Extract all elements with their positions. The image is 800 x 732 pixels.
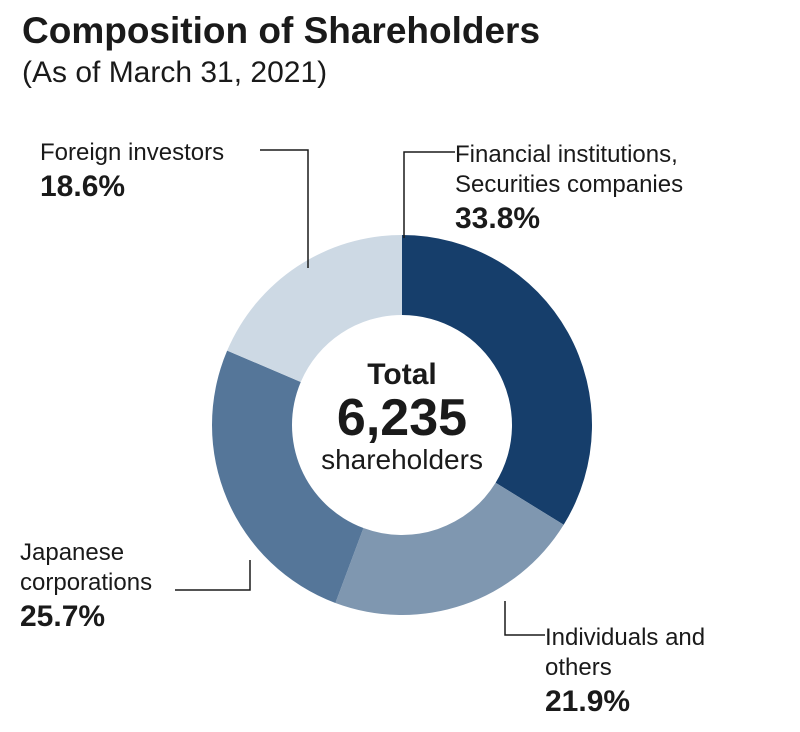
segment-label-line: Securities companies [455,170,683,200]
chart-subtitle: (As of March 31, 2021) [22,56,327,90]
center-number: 6,235 [220,392,584,444]
segment-pct: 18.6% [40,168,224,206]
center-label: Total 6,235 shareholders [220,358,584,476]
segment-label-line: Foreign investors [40,138,224,168]
segment-label-line: others [545,653,705,683]
segment-label: Financial institutions,Securities compan… [455,140,683,238]
leader-line [404,152,455,238]
segment-label: Foreign investors18.6% [40,138,224,206]
segment-label-line: Japanese [20,538,152,568]
segment-label: Japanesecorporations25.7% [20,538,152,636]
center-total-word: Total [220,358,584,392]
center-shareholders-word: shareholders [220,444,584,476]
segment-label-line: Financial institutions, [455,140,683,170]
chart-title: Composition of Shareholders [22,10,540,52]
segment-label-line: Individuals and [545,623,705,653]
segment-pct: 21.9% [545,683,705,721]
segment-label: Individuals andothers21.9% [545,623,705,721]
segment-pct: 33.8% [455,200,683,238]
segment-pct: 25.7% [20,598,152,636]
segment-label-line: corporations [20,568,152,598]
